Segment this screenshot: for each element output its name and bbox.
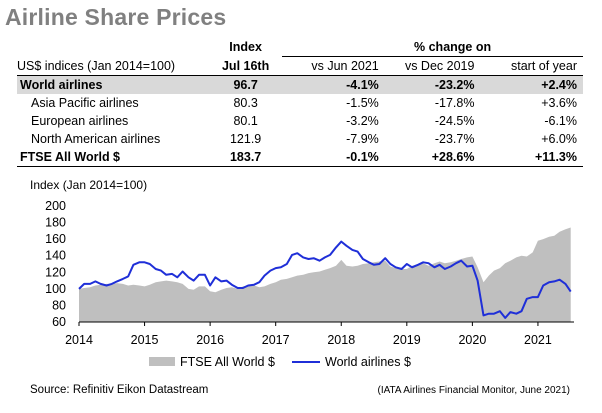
row-pct3: +3.6% [541, 96, 577, 110]
table-header-row-2: US$ indices (Jan 2014=100) Jul 16th vs J… [17, 56, 583, 76]
y-tick-label: 180 [45, 216, 66, 230]
row-pct2: -23.7% [434, 132, 475, 146]
index-date-header: Jul 16th [209, 56, 283, 76]
table-header-row-1: Index % change on [17, 38, 583, 57]
row-index: 80.3 [233, 96, 258, 110]
row-label: Asia Pacific airlines [31, 96, 139, 110]
row-pct3: +11.3% [480, 148, 583, 167]
row-pct1: -7.9% [346, 132, 379, 146]
row-pct1: -4.1% [282, 75, 385, 94]
y-axis-label: Index (Jan 2014=100) [30, 178, 147, 192]
row-pct2: -24.5% [434, 114, 475, 128]
row-label: World airlines [17, 75, 210, 94]
row-pct2: -23.2% [384, 75, 481, 94]
row-index: 183.7 [209, 148, 283, 167]
index-header: Index [229, 40, 262, 55]
indices-label: US$ indices (Jan 2014=100) [17, 56, 210, 76]
legend-label-ftse: FTSE All World $ [180, 355, 275, 369]
legend-swatch-ftse [149, 357, 175, 366]
pct-change-header: % change on [282, 38, 583, 57]
y-tick-label: 140 [45, 249, 66, 263]
table-row: FTSE All World $ 183.7 -0.1% +28.6% +11.… [17, 148, 583, 167]
y-tick-label: 120 [45, 265, 66, 279]
row-pct1: -0.1% [282, 148, 385, 167]
source-note: Source: Refinitiv Eikon Datastream [30, 384, 209, 396]
ftse-area-series [79, 227, 571, 322]
table-row: North American airlines 121.9 -7.9% -23.… [17, 130, 583, 148]
pct3-header: start of year [480, 56, 583, 76]
row-pct2: -17.8% [434, 96, 475, 110]
row-pct2: +28.6% [384, 148, 481, 167]
x-tick-label: 2020 [458, 333, 486, 347]
publication-note: (IATA Airlines Financial Monitor, June 2… [377, 385, 571, 396]
pct1-header: vs Jun 2021 [282, 56, 385, 76]
row-label: European airlines [31, 114, 129, 128]
x-tick-label: 2018 [327, 333, 355, 347]
table-row: European airlines 80.1 -3.2% -24.5% -6.1… [17, 112, 583, 130]
row-index: 80.1 [233, 114, 258, 128]
row-pct3: +6.0% [541, 132, 577, 146]
share-price-chart: Index (Jan 2014=100) 200 180 160 140 120 100 8… [30, 178, 574, 369]
row-pct1: -3.2% [346, 114, 379, 128]
row-pct1: -1.5% [346, 96, 379, 110]
row-label: North American airlines [31, 132, 161, 146]
y-tick-label: 100 [45, 282, 66, 296]
x-tick-label: 2017 [262, 333, 290, 347]
row-index: 121.9 [229, 132, 262, 146]
y-tick-label: 80 [52, 298, 66, 312]
y-tick-label: 60 [52, 315, 66, 329]
y-tick-label: 200 [45, 199, 66, 213]
table-row: Asia Pacific airlines 80.3 -1.5% -17.8% … [17, 94, 583, 112]
share-price-table: Index % change on US$ indices (Jan 2014=… [17, 38, 583, 167]
row-label: FTSE All World $ [17, 148, 210, 167]
table-row: World airlines 96.7 -4.1% -23.2% +2.4% [17, 75, 583, 94]
page-title: Airline Share Prices [5, 4, 227, 30]
x-tick-label: 2016 [196, 333, 224, 347]
row-pct3: -6.1% [544, 114, 577, 128]
x-tick-label: 2015 [131, 333, 159, 347]
y-tick-label: 160 [45, 232, 66, 246]
row-index: 96.7 [209, 75, 283, 94]
row-pct3: +2.4% [480, 75, 583, 94]
pct2-header: vs Dec 2019 [384, 56, 481, 76]
x-tick-label: 2014 [65, 333, 93, 347]
world-airlines-line-series [78, 240, 572, 319]
x-tick-label: 2019 [393, 333, 421, 347]
x-tick-label: 2021 [524, 333, 552, 347]
legend-label-world-airlines: World airlines $ [325, 355, 411, 369]
